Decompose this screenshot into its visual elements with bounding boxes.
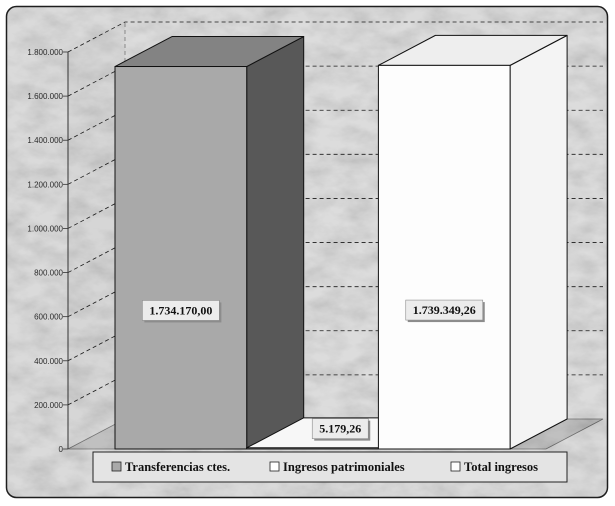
bar-total-ingresos — [377, 34, 568, 450]
y-tick-label: 1.800.000 — [27, 48, 63, 57]
bar-front — [377, 64, 511, 450]
y-tick-label: 1.200.000 — [27, 180, 63, 189]
bar-front — [246, 447, 379, 450]
data-label-box — [142, 300, 220, 321]
legend-swatch — [111, 461, 122, 472]
data-label-box — [405, 299, 484, 321]
legend-item-ingresos-patrimoniales: Ingresos patrimoniales — [269, 460, 405, 474]
y-tick-label: 200.000 — [34, 401, 63, 410]
data-label-total-ingresos: 1.739.349,26 — [405, 299, 485, 323]
data-label-ingresos-patrimoniales: 5.179,26 — [311, 418, 371, 441]
chart-border — [5, 5, 609, 499]
legend-label: Transferencias ctes. — [125, 460, 230, 474]
y-tick-label: 800.000 — [34, 269, 63, 278]
bars — [114, 34, 568, 450]
legend-item-total-ingresos: Total ingresos — [450, 460, 538, 474]
legend-swatch — [450, 461, 461, 472]
legend-swatch — [269, 461, 280, 472]
data-label-text: 1.734.170,00 — [149, 303, 212, 317]
legend-box — [92, 451, 568, 483]
y-tick-label: 400.000 — [34, 357, 63, 366]
data-labels: 1.734.170,00 5.179,26 1.739.349,26 — [142, 299, 485, 441]
data-label-text: 1.739.349,26 — [413, 303, 476, 317]
bar-side — [246, 36, 305, 450]
y-tick-label: 0 — [59, 445, 64, 454]
data-label-text: 5.179,26 — [319, 422, 361, 436]
data-label-transferencias-ctes: 1.734.170,00 — [142, 300, 222, 323]
y-tick-label: 600.000 — [34, 313, 63, 322]
y-tick-label: 1.600.000 — [27, 92, 63, 101]
legend-label: Total ingresos — [464, 460, 538, 474]
y-axis: 0 200.000 400.000 600.000 800.000 1.000.000 1.… — [27, 48, 69, 454]
legend-item-transferencias: Transferencias ctes. — [111, 460, 230, 474]
legend-label: Ingresos patrimoniales — [283, 460, 405, 474]
bar-front — [114, 66, 248, 450]
data-label-box — [311, 418, 369, 439]
bar-transferencias-ctes — [114, 36, 305, 450]
bar-side — [509, 34, 568, 450]
y-tick-label: 1.000.000 — [27, 224, 63, 233]
y-tick-label: 1.400.000 — [27, 136, 63, 145]
gridline — [67, 21, 603, 53]
legend: Transferencias ctes. Ingresos patrimonia… — [92, 451, 568, 483]
